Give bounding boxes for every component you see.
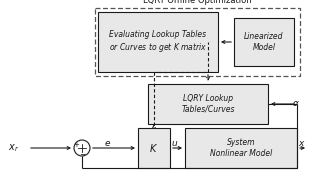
Bar	[95, 8, 300, 76]
Bar	[148, 84, 268, 124]
Text: Linearized
Model: Linearized Model	[244, 32, 284, 52]
Text: $x_r$: $x_r$	[8, 142, 19, 154]
Text: LQRY Offline Optimization: LQRY Offline Optimization	[143, 0, 252, 5]
Text: $x$: $x$	[298, 139, 306, 147]
Bar	[98, 12, 218, 72]
Bar	[234, 18, 294, 66]
Text: $\alpha$: $\alpha$	[292, 100, 300, 108]
Text: $e$: $e$	[105, 139, 112, 147]
Bar	[138, 128, 170, 168]
Text: LQRY Lookup
Tables/Curves: LQRY Lookup Tables/Curves	[181, 94, 235, 114]
Text: +: +	[73, 142, 79, 148]
Text: $K$: $K$	[149, 142, 158, 154]
Text: $u$: $u$	[171, 139, 179, 147]
Text: Evaluating Lookup Tables
or Curves to get $K$ matrix: Evaluating Lookup Tables or Curves to ge…	[109, 30, 207, 54]
Text: −: −	[79, 151, 85, 159]
Bar	[185, 128, 297, 168]
Text: System
Nonlinear Model: System Nonlinear Model	[210, 138, 272, 158]
